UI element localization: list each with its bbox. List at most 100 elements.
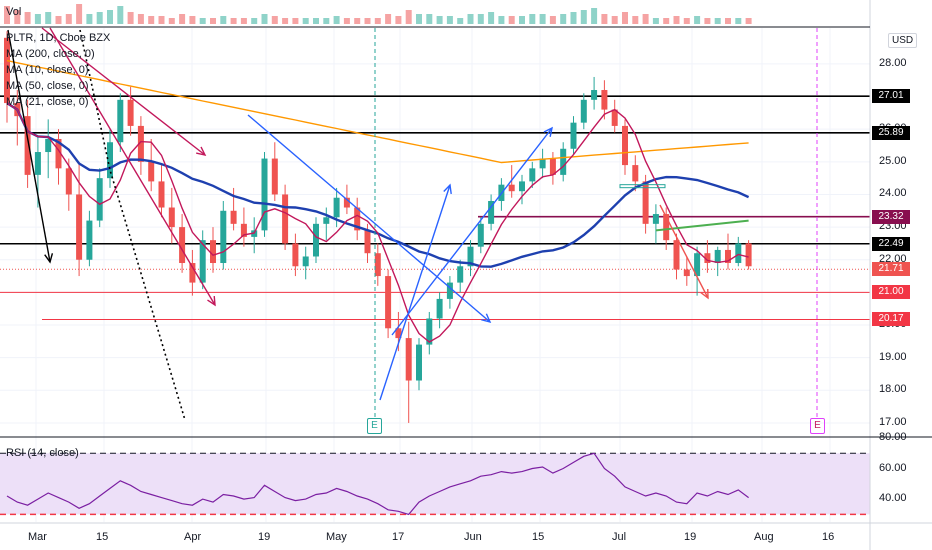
volume-bar [704, 18, 711, 24]
volume-bar [55, 16, 62, 24]
time-tick: 17 [392, 531, 405, 543]
trend-arrow [7, 29, 51, 263]
candle-body [117, 99, 124, 143]
candle-body [508, 184, 515, 192]
candle-body [436, 298, 443, 319]
volume-bar [86, 14, 93, 24]
volume-bar [251, 18, 258, 24]
volume-bar [282, 18, 289, 24]
volume-bar [683, 18, 690, 24]
legend-ma200[interactable]: MA (200, close, 0) [6, 48, 95, 60]
volume-bar [519, 16, 525, 24]
candle-body [416, 344, 422, 381]
time-tick: 16 [822, 531, 835, 543]
candle-body [323, 217, 330, 224]
price-tick: 24.00 [879, 187, 907, 200]
candle-body [549, 158, 556, 175]
volume-bar [24, 12, 31, 24]
time-tick: Jun [464, 531, 482, 543]
time-tick: 15 [532, 531, 545, 543]
volume-bar [96, 12, 103, 24]
volume-bar [488, 12, 495, 24]
candle-body [611, 109, 618, 126]
volume-bar [65, 14, 72, 24]
candle-body [745, 243, 752, 267]
candle-body [539, 158, 546, 169]
price-tick: 28.00 [879, 56, 907, 69]
candle-body [735, 243, 742, 264]
legend-rsi[interactable]: RSI (14, close) [6, 447, 79, 459]
volume-bar [117, 6, 124, 24]
trend-arrowhead [443, 183, 452, 195]
volume-bar [725, 18, 731, 24]
candle-body [4, 37, 10, 104]
volume-bar [240, 18, 247, 24]
candle-body [405, 338, 412, 381]
volume-bar [302, 18, 309, 24]
trend-arrowhead [207, 295, 216, 307]
currency-button[interactable]: USD [888, 33, 918, 48]
volume-bar [560, 14, 567, 24]
volume-bar [549, 16, 556, 24]
price-tick: 19.00 [879, 350, 907, 363]
candle-body [45, 138, 52, 153]
volume-bar [127, 12, 134, 24]
trend-arrowhead [44, 253, 54, 264]
price-tag: 21.00 [872, 285, 910, 300]
candle-body [343, 197, 350, 208]
volume-bar [539, 14, 546, 24]
rsi-tick: 60.00 [879, 461, 907, 474]
horizontal-levels[interactable] [0, 95, 870, 320]
trend-arrowhead [700, 288, 709, 300]
volume-bar [4, 6, 10, 24]
candle-body [385, 276, 392, 329]
volume-bar [292, 18, 299, 24]
candle-body [76, 194, 83, 260]
legend-ma10[interactable]: MA (10, close, 0) [6, 64, 89, 76]
earnings-badge-may[interactable]: E [367, 418, 382, 434]
candle-body [313, 223, 319, 257]
moving-averages [6, 59, 750, 343]
trend-arrow [247, 114, 491, 323]
candle-body [601, 90, 608, 110]
volume-bar [137, 14, 144, 24]
legend-symbol[interactable]: PLTR, 1D, Cboe BZX [6, 32, 111, 44]
candle-body [292, 243, 299, 267]
candle-body [127, 99, 134, 126]
volume-bar [179, 14, 186, 24]
trend-arrowhead [196, 146, 207, 156]
rsi-legend[interactable]: RSI (14, close) [6, 445, 79, 461]
candle-body [374, 253, 381, 277]
volume-bar [611, 16, 618, 24]
volume-bar [343, 18, 350, 24]
rsi-band [0, 453, 870, 515]
time-tick: 15 [96, 531, 109, 543]
volume-bar [580, 10, 587, 24]
trend-arrow [379, 184, 451, 401]
candle-body [189, 263, 196, 283]
candle-body [168, 207, 175, 228]
legend-ma50[interactable]: MA (50, close, 0) [6, 80, 89, 92]
volume-bar [714, 18, 721, 24]
legend-ma21[interactable]: MA (21, close, 0) [6, 96, 89, 108]
candle-body [725, 249, 731, 264]
volume-bar [107, 10, 113, 24]
time-tick: 19 [258, 531, 271, 543]
candle-body [446, 282, 453, 299]
volume-bar [735, 18, 742, 24]
trend-drawings[interactable] [7, 27, 818, 421]
candle-body [220, 210, 227, 264]
earnings-badge-aug[interactable]: E [810, 418, 825, 434]
indicator-legend[interactable]: PLTR, 1D, Cboe BZX MA (200, close, 0) MA… [6, 30, 110, 110]
price-tick: 25.00 [879, 154, 907, 167]
volume-bar [416, 14, 422, 24]
volume-bar [663, 18, 670, 24]
candle-body [591, 90, 598, 100]
price-tag: 27.01 [872, 89, 910, 104]
volume-bar [271, 16, 278, 24]
volume-label: Vol [6, 6, 22, 18]
volume-bar [45, 12, 52, 24]
volume-bar [313, 18, 319, 24]
volume-bar [529, 14, 536, 24]
